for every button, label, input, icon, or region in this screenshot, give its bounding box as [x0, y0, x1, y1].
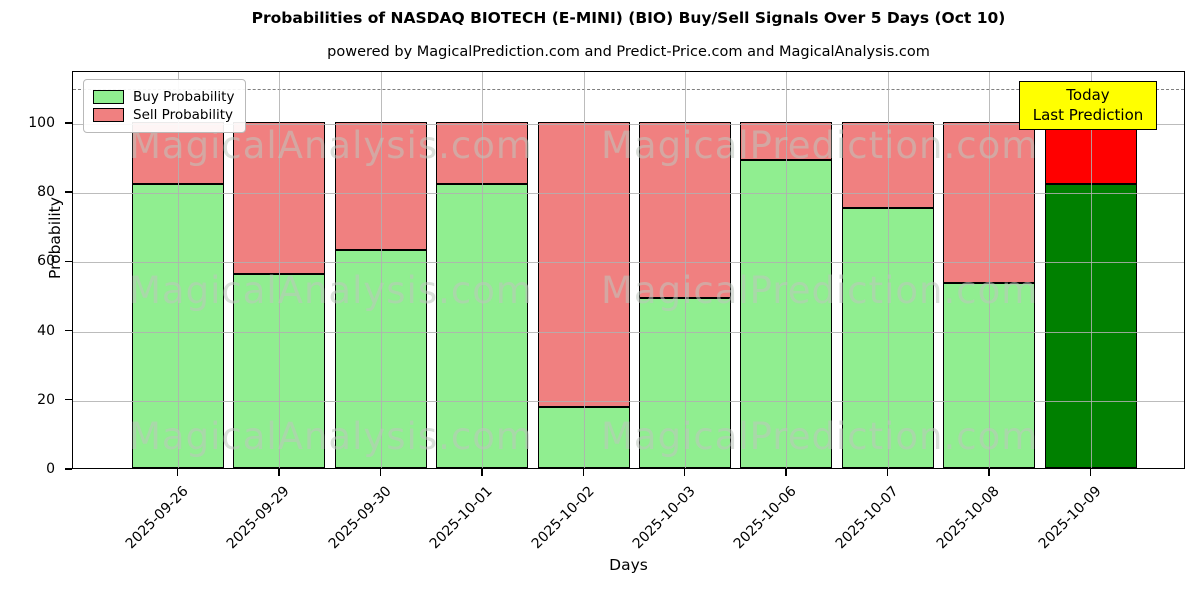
threshold-dashed-line: [73, 89, 1184, 91]
buy-segment-2025-09-29: [233, 274, 326, 468]
y-tick-mark-0: [65, 468, 72, 470]
x-tick-mark-2025-09-30: [379, 469, 382, 476]
sell-segment-2025-10-02: [537, 121, 630, 408]
bar-2025-10-09: [1044, 128, 1137, 468]
y-tick-mark-80: [65, 191, 72, 193]
bar-2025-10-08: [943, 121, 1036, 468]
buy-segment-2025-10-03: [639, 298, 731, 468]
y-tick-mark-60: [65, 260, 72, 263]
buy-probability-swatch: [93, 90, 124, 104]
buy-segment-2025-10-06: [740, 159, 833, 468]
sell-segment-2025-09-30: [334, 121, 427, 250]
chart-title: Probabilities of NASDAQ BIOTECH (E-MINI)…: [251, 9, 1006, 27]
sell-segment-2025-10-08: [943, 121, 1036, 283]
buy-segment-2025-10-08: [943, 282, 1036, 468]
y-tick-mark-40: [65, 329, 72, 332]
bar-2025-10-01: [436, 121, 529, 468]
y-tick-label-20: 20: [37, 391, 55, 408]
y-tick-mark-100: [65, 122, 72, 124]
x-tick-label-2025-10-07: 2025-10-07: [832, 483, 902, 553]
y-tick-label-60: 60: [37, 253, 55, 270]
y-tick-mark-20: [65, 399, 72, 401]
annotation-line-1: Today: [1066, 86, 1110, 104]
x-tick-mark-2025-10-08: [988, 469, 990, 476]
buy-segment-2025-10-01: [436, 184, 529, 468]
plot-area: MagicalAnalysis.com MagicalPrediction.com…: [72, 71, 1185, 469]
sell-segment-2025-10-06: [740, 121, 833, 160]
annotation-line-2: Last Prediction: [1032, 106, 1144, 125]
legend-item-buy: Buy Probability: [93, 89, 234, 105]
buy-segment-2025-10-02: [537, 407, 630, 468]
x-tick-label-2025-10-08: 2025-10-08: [933, 483, 1003, 553]
x-tick-label-2025-10-01: 2025-10-01: [426, 483, 496, 553]
sell-segment-2025-10-03: [639, 121, 731, 299]
bar-2025-10-02: [537, 121, 630, 468]
legend-label-buy: Buy Probability: [133, 89, 235, 105]
x-tick-label-2025-09-29: 2025-09-29: [224, 483, 294, 553]
sell-segment-2025-09-29: [233, 121, 326, 275]
chart-subtitle: powered by MagicalPrediction.com and Pre…: [327, 44, 930, 60]
x-axis-label: Days: [609, 556, 648, 574]
sell-segment-2025-10-07: [841, 121, 934, 209]
sell-segment-2025-10-01: [436, 121, 529, 185]
x-tick-mark-2025-10-02: [582, 469, 584, 476]
bar-2025-10-03: [639, 121, 731, 468]
x-tick-label-2025-10-09: 2025-10-09: [1035, 483, 1105, 553]
x-tick-mark-2025-10-09: [1089, 469, 1091, 476]
legend-item-sell: Sell Probability: [93, 107, 234, 123]
x-tick-mark-2025-10-07: [886, 469, 889, 476]
x-tick-label-2025-10-03: 2025-10-03: [629, 483, 699, 553]
buy-segment-2025-09-26: [132, 184, 224, 468]
bar-2025-09-30: [334, 121, 427, 468]
x-tick-label-2025-10-06: 2025-10-06: [731, 483, 801, 553]
x-tick-mark-2025-10-06: [785, 469, 787, 476]
x-tick-label-2025-09-26: 2025-09-26: [122, 483, 192, 553]
x-tick-label-2025-10-02: 2025-10-02: [528, 483, 598, 553]
today-annotation: Today Last Prediction: [1019, 81, 1157, 130]
y-tick-label-40: 40: [37, 322, 55, 339]
bar-2025-09-26: [132, 121, 224, 468]
y-tick-label-100: 100: [28, 114, 55, 131]
x-tick-mark-2025-09-29: [278, 469, 280, 476]
x-tick-mark-2025-09-26: [177, 469, 179, 476]
buy-segment-2025-10-07: [841, 208, 934, 468]
sell-segment-2025-10-09: [1044, 128, 1137, 185]
y-tick-label-80: 80: [37, 184, 55, 201]
bar-2025-09-29: [233, 121, 326, 468]
bar-2025-10-07: [841, 121, 934, 468]
legend-label-sell: Sell Probability: [133, 107, 234, 123]
x-tick-label-2025-09-30: 2025-09-30: [325, 483, 395, 553]
legend: Buy Probability Sell Probability: [83, 79, 247, 133]
sell-probability-swatch: [93, 108, 124, 122]
x-tick-mark-2025-10-03: [684, 469, 686, 476]
buy-segment-2025-09-30: [334, 249, 427, 468]
bar-2025-10-06: [740, 121, 833, 468]
buy-segment-2025-10-09: [1044, 184, 1137, 468]
x-tick-mark-2025-10-01: [481, 469, 483, 476]
y-tick-label-0: 0: [46, 461, 55, 477]
